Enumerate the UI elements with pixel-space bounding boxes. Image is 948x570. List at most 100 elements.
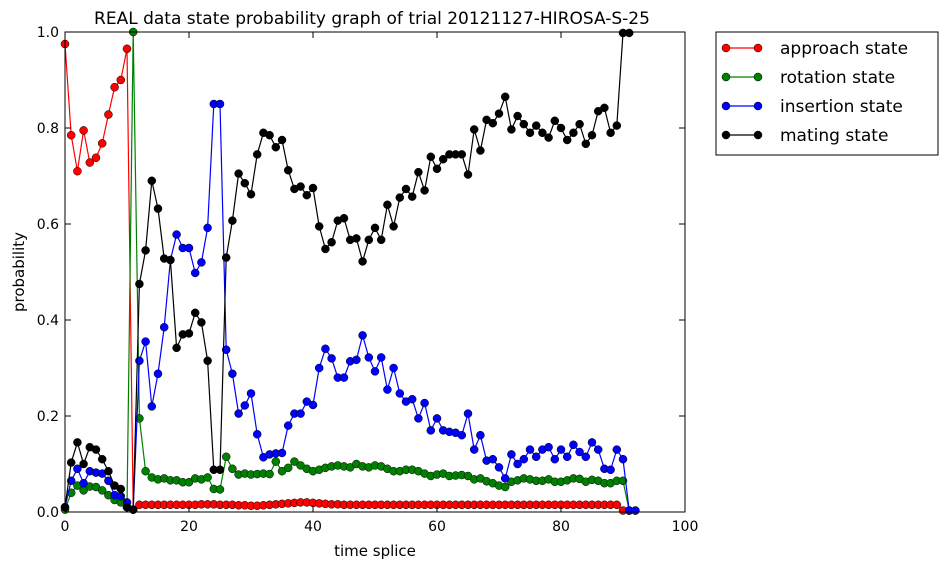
data-point-approach-state (73, 166, 82, 176)
data-point-insertion-state (221, 345, 231, 355)
data-point-insertion-state (525, 445, 535, 454)
data-point-insertion-state (494, 463, 504, 472)
data-point-insertion-state (252, 429, 262, 439)
data-point-mating-state (420, 186, 429, 195)
data-point-mating-state (556, 123, 566, 133)
data-point-insertion-state (364, 353, 374, 362)
data-point-mating-state (606, 128, 615, 138)
data-point-mating-state (246, 189, 256, 199)
data-point-insertion-state (593, 445, 603, 454)
x-axis-label: time splice (334, 542, 416, 560)
data-point-mating-state (581, 139, 591, 149)
data-point-rotation-state (141, 466, 150, 476)
data-point-mating-state (91, 445, 101, 454)
data-point-insertion-state (414, 414, 423, 423)
data-point-mating-state (457, 150, 467, 159)
data-point-mating-state (513, 111, 522, 121)
data-point-rotation-state (221, 452, 231, 462)
data-point-approach-state (122, 44, 132, 54)
data-point-mating-state (389, 222, 398, 231)
data-point-insertion-state (612, 445, 622, 454)
data-point-rotation-state (271, 457, 281, 466)
data-point-insertion-state (339, 373, 349, 382)
data-point-mating-state (66, 458, 76, 467)
data-point-insertion-state (246, 389, 256, 398)
data-point-approach-state (116, 75, 126, 85)
data-point-insertion-state (358, 331, 367, 340)
data-point-mating-state (544, 133, 553, 142)
data-point-mating-state (277, 135, 287, 145)
data-point-mating-state (600, 103, 609, 113)
data-point-approach-state (79, 126, 88, 135)
legend-marker-insertion-state (721, 101, 731, 111)
data-point-approach-state (66, 130, 76, 140)
data-point-insertion-state (321, 344, 330, 354)
data-point-mating-state (97, 454, 107, 464)
data-point-insertion-state (426, 426, 436, 435)
data-point-insertion-state (395, 389, 405, 398)
data-point-insertion-state (352, 355, 361, 365)
data-point-mating-state (531, 121, 541, 130)
data-point-mating-state (314, 222, 324, 231)
x-tick-label: 60 (428, 519, 446, 535)
data-point-approach-state (97, 139, 107, 148)
data-point-insertion-state (519, 454, 529, 464)
data-point-mating-state (190, 308, 200, 318)
x-tick-label: 100 (672, 519, 699, 535)
data-point-rotation-state (265, 469, 274, 479)
data-point-insertion-state (190, 268, 200, 278)
data-point-insertion-state (556, 445, 566, 454)
data-point-mating-state (339, 213, 349, 223)
data-point-insertion-state (476, 430, 485, 440)
legend-label-insertion-state: insertion state (780, 97, 903, 117)
chart-title: REAL data state probability graph of tri… (94, 9, 650, 29)
data-point-approach-state (110, 82, 119, 92)
data-point-mating-state (104, 466, 113, 476)
data-point-insertion-state (203, 223, 212, 233)
data-point-insertion-state (283, 421, 293, 430)
data-point-insertion-state (513, 459, 522, 469)
y-tick-label: 0.8 (37, 121, 59, 137)
data-point-insertion-state (581, 452, 591, 462)
data-point-rotation-state (290, 457, 299, 466)
data-point-mating-state (358, 257, 367, 266)
data-point-insertion-state (228, 369, 237, 379)
data-point-mating-state (519, 119, 529, 129)
data-point-mating-state (252, 150, 262, 159)
data-point-insertion-state (314, 363, 324, 373)
data-point-mating-state (203, 356, 212, 366)
data-point-mating-state (73, 438, 82, 447)
data-point-mating-state (612, 121, 622, 130)
data-point-insertion-state (507, 450, 516, 459)
legend-marker-approach-state (721, 43, 731, 53)
data-point-mating-state (327, 237, 336, 247)
data-point-rotation-state (203, 473, 212, 482)
legend-label-approach-state: approach state (780, 39, 908, 59)
data-point-mating-state (197, 318, 206, 327)
data-point-insertion-state (172, 230, 181, 239)
data-point-insertion-state (240, 401, 250, 410)
series-line-mating-state (64, 32, 630, 511)
data-point-insertion-state (73, 464, 82, 474)
data-point-mating-state (184, 329, 194, 338)
data-point-insertion-state (215, 99, 225, 109)
data-point-mating-state (414, 167, 423, 177)
data-point-mating-state (172, 343, 181, 353)
data-point-insertion-state (606, 465, 615, 475)
legend-label-mating-state: mating state (780, 126, 888, 146)
data-point-insertion-state (147, 402, 157, 411)
data-point-insertion-state (463, 409, 473, 418)
data-point-insertion-state (234, 409, 243, 418)
data-point-insertion-state (370, 367, 380, 376)
legend-marker-approach-state (753, 43, 763, 53)
plot-frame (64, 31, 686, 513)
data-point-approach-state (85, 158, 95, 167)
y-axis-label: probability (10, 232, 28, 312)
y-tick-label: 0.6 (37, 217, 59, 233)
data-point-insertion-state (631, 506, 640, 515)
data-point-mating-state (296, 182, 305, 191)
data-point-mating-state (469, 125, 479, 134)
y-tick-label: 0.4 (37, 313, 59, 329)
data-point-insertion-state (197, 258, 206, 267)
ticks-layer: 0 20 40 60 80 100 0.0 0.2 0.4 0.6 0.8 1.0 (37, 25, 699, 535)
